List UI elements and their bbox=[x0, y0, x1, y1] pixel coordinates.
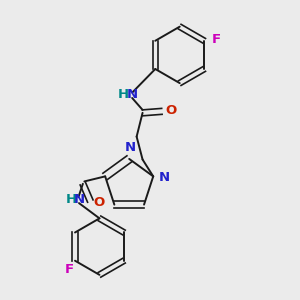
Text: F: F bbox=[212, 33, 221, 46]
Text: N: N bbox=[125, 141, 136, 154]
Text: N: N bbox=[74, 193, 85, 206]
Text: H: H bbox=[65, 193, 76, 206]
Text: O: O bbox=[94, 196, 105, 209]
Text: N: N bbox=[159, 171, 170, 184]
Text: H: H bbox=[118, 88, 129, 100]
Text: N: N bbox=[127, 88, 138, 100]
Text: F: F bbox=[65, 263, 74, 276]
Text: O: O bbox=[166, 104, 177, 117]
